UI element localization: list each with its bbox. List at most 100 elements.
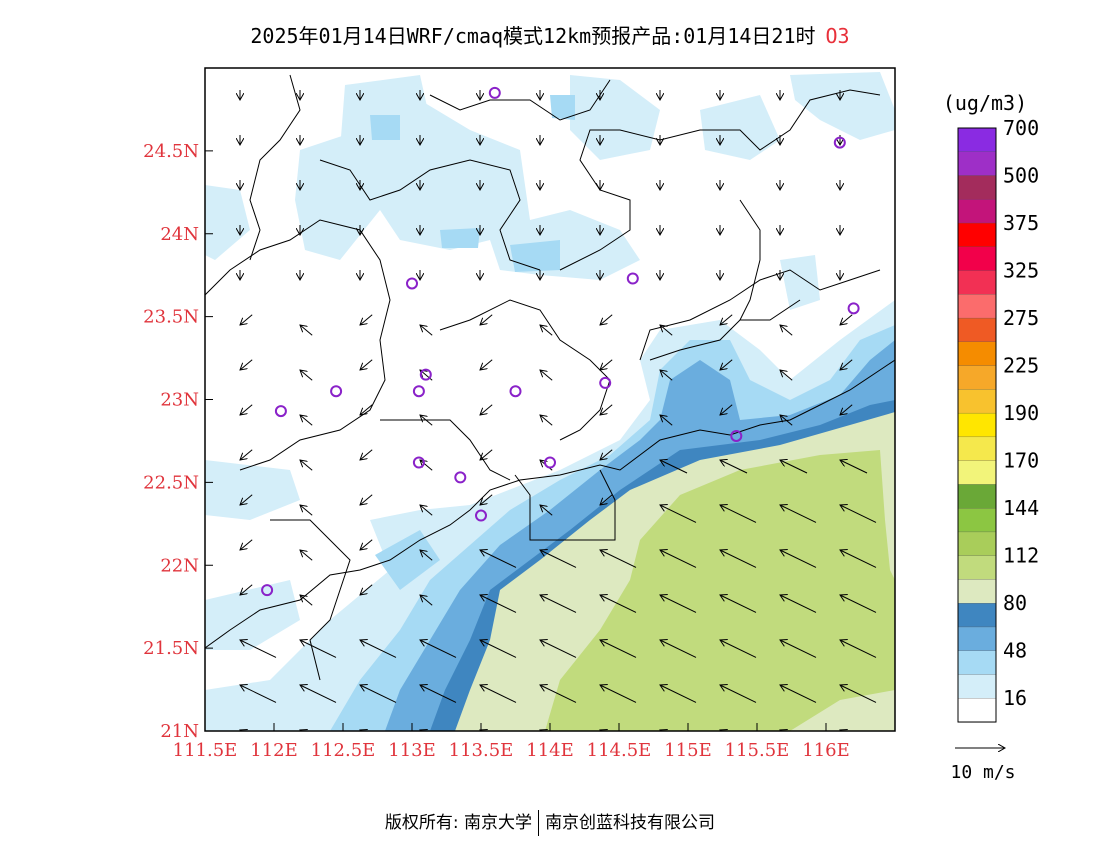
colorbar-segment — [957, 626, 997, 652]
wind-arrow — [240, 404, 253, 415]
colorbar-segment — [957, 246, 997, 272]
wind-arrow — [720, 404, 733, 415]
colorbar-labels: 16 48 80 112 144 170 190 225 275 325 375 500 700 — [1003, 116, 1039, 710]
colorbar-segment — [957, 436, 997, 462]
concentration-field — [205, 68, 895, 731]
colorbar-segment — [957, 603, 997, 628]
wind-arrow — [240, 314, 253, 325]
wind-arrow — [540, 415, 553, 426]
station-marker — [730, 429, 743, 442]
colorbar-segment — [957, 175, 997, 200]
colorbar-segment — [957, 650, 997, 676]
colorbar-segment — [957, 199, 997, 224]
wind-arrow — [240, 640, 277, 658]
wind-arrow — [540, 325, 553, 336]
wind-arrow — [480, 640, 517, 658]
wind-legend: 10 m/s — [950, 748, 1016, 783]
wind-arrow — [360, 359, 373, 370]
wind-arrow — [480, 685, 517, 703]
colorbar-segment — [957, 698, 997, 723]
colorbar-segment — [957, 151, 997, 177]
wind-arrow — [720, 505, 757, 523]
wind-arrow — [360, 449, 373, 460]
wind-arrow — [600, 595, 637, 613]
colorbar-segment — [957, 484, 997, 509]
station-marker — [412, 385, 425, 398]
wind-arrow — [360, 685, 397, 703]
colorbar-label: 170 — [1003, 449, 1039, 473]
colorbar-frame — [957, 127, 997, 723]
pollutant-label: O3 — [825, 24, 850, 48]
wind-arrow — [240, 359, 253, 370]
footer-right: 南京创蓝科技有限公司 — [545, 813, 716, 833]
colorbar-label: 144 — [1003, 496, 1039, 520]
footer-separator — [538, 810, 540, 836]
colorbar-label: 700 — [1003, 116, 1039, 140]
lon-tick-label: 113E — [388, 740, 436, 761]
colorbar-segment — [957, 341, 997, 367]
wind-arrow — [360, 404, 373, 415]
wind-arrow — [660, 595, 697, 613]
wind-arrow — [480, 595, 517, 613]
colorbar-unit: (ug/m3) — [943, 91, 1027, 115]
wind-vectors — [240, 90, 877, 731]
colorbar-segment — [957, 579, 997, 604]
wind-arrow — [780, 595, 817, 613]
wind-arrow — [300, 415, 313, 426]
wind-arrow — [780, 550, 817, 568]
wind-arrow — [600, 685, 637, 703]
wind-arrow — [780, 640, 817, 658]
station-marker — [419, 368, 432, 381]
wind-arrow — [720, 595, 757, 613]
colorbar-segment — [957, 294, 997, 319]
wind-arrow — [300, 685, 337, 703]
wind-arrow — [540, 505, 553, 516]
wind-arrow — [540, 595, 577, 613]
colorbar-segment — [957, 674, 997, 699]
wind-arrow — [420, 685, 457, 703]
colorbar-label: 325 — [1003, 259, 1039, 283]
wind-arrow — [480, 404, 493, 415]
station-marker — [412, 456, 425, 469]
wind-arrow — [720, 550, 757, 568]
coastline-boundaries — [205, 74, 895, 681]
wind-arrow — [240, 449, 253, 460]
colorbar-segment — [957, 222, 997, 248]
lat-tick-label: 24.5N — [143, 141, 199, 162]
colorbar-label: 500 — [1003, 164, 1039, 188]
wind-arrow — [300, 550, 313, 561]
monitoring-stations — [261, 86, 860, 597]
wind-arrow — [360, 640, 397, 658]
wind-arrow — [780, 415, 793, 426]
wind-legend-label: 10 m/s — [950, 762, 1015, 783]
station-marker — [330, 385, 343, 398]
wind-arrow — [240, 539, 253, 550]
wind-arrow — [360, 494, 373, 505]
wind-arrow — [780, 505, 817, 523]
wind-arrow — [420, 325, 433, 336]
colorbar-segment — [957, 389, 997, 414]
station-marker — [599, 376, 612, 389]
title-text: 2025年01月14日WRF/cmaq模式12km预报产品:01月14日21时 — [250, 24, 816, 48]
station-marker — [406, 277, 418, 290]
wind-arrow — [660, 550, 697, 568]
colorbar-label: 190 — [1003, 401, 1039, 425]
wind-arrow — [420, 415, 433, 426]
colorbar — [957, 127, 997, 723]
wind-arrow — [240, 685, 277, 703]
wind-arrow — [300, 595, 313, 606]
wind-arrow — [600, 404, 613, 415]
colorbar-label: 275 — [1003, 306, 1039, 330]
wind-arrow — [300, 325, 313, 336]
station-marker — [475, 509, 487, 522]
footer-left: 版权所有: 南京大学 — [384, 813, 533, 833]
lon-tick-label: 112.5E — [311, 740, 376, 761]
wind-arrow — [480, 359, 493, 370]
wind-arrow — [720, 685, 757, 703]
wind-arrow — [720, 359, 733, 370]
lon-tick-label: 112E — [250, 740, 298, 761]
wind-arrow — [840, 314, 853, 325]
lon-tick-label: 116E — [802, 740, 850, 761]
wind-arrow — [480, 494, 493, 505]
